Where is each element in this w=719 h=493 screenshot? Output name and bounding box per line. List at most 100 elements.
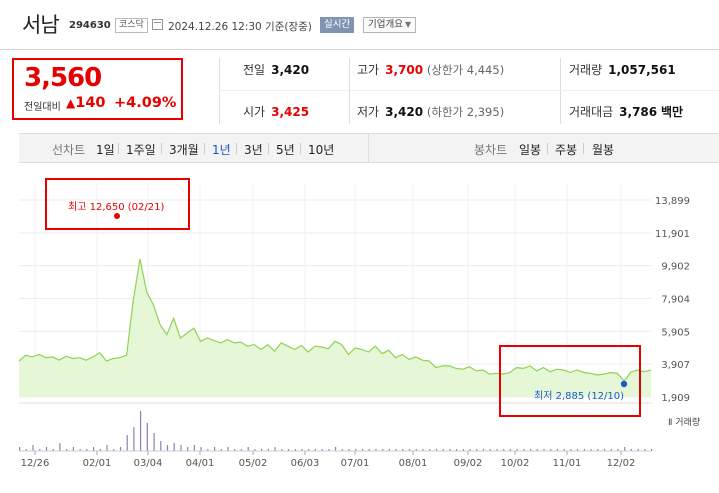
- tab-period-3m[interactable]: 3개월: [169, 143, 199, 157]
- volume-bar: [449, 449, 451, 451]
- price-change: ▲140: [66, 95, 106, 111]
- y-tick-label: 13,899: [655, 196, 690, 207]
- high-date: (02/21): [128, 202, 165, 213]
- tab-separator: [300, 143, 301, 154]
- volume-bar: [361, 449, 364, 451]
- volume-bar: [119, 447, 122, 451]
- stat-volume: 거래량 1,057,561: [569, 61, 676, 78]
- volume-bar: [482, 449, 485, 451]
- volume-bar: [341, 449, 343, 451]
- low-annotation-label: 최저 2,885 (12/10): [534, 390, 624, 402]
- volume-bar: [294, 449, 296, 451]
- low-date: (12/10): [587, 391, 624, 402]
- tab-candle-weekly[interactable]: 주봉: [555, 143, 578, 157]
- volume-bar: [496, 449, 498, 451]
- tab-period-10y[interactable]: 10년: [308, 143, 335, 157]
- stat-label: 저가: [357, 105, 380, 119]
- stock-code: 294630: [69, 20, 111, 31]
- stat-label: 시가: [243, 105, 266, 119]
- stock-name: 서남: [22, 13, 60, 37]
- company-info-label: 기업개요: [368, 19, 403, 30]
- low-label: 최저: [534, 390, 552, 402]
- stat-value: 3,786: [619, 105, 658, 119]
- volume-bar: [610, 449, 612, 451]
- x-tick-label: 09/02: [454, 458, 483, 469]
- volume-bar: [86, 449, 88, 451]
- volume-bar: [321, 449, 323, 451]
- tab-line-chart[interactable]: 선차트: [52, 143, 86, 157]
- tab-period-3y[interactable]: 3년: [244, 143, 263, 157]
- volume-bar: [368, 449, 370, 451]
- y-tick-label: 7,904: [661, 295, 690, 306]
- volume-bar: [133, 427, 135, 451]
- volume-bar: [442, 449, 444, 451]
- x-axis: 12/26 02/01 03/04 04/01 05/02 06/03 07/01 08/01…: [21, 451, 635, 469]
- volume-bar: [314, 449, 316, 451]
- stat-open: 시가 3,425: [243, 103, 309, 120]
- x-tick-label: 06/03: [291, 458, 320, 469]
- tab-period-1d[interactable]: 1일: [96, 143, 115, 157]
- x-tick-label: 02/01: [83, 458, 112, 469]
- stat-label: 전일: [243, 63, 266, 77]
- price-chart: 13,899 11,901 9,902 7,904 5,905 3,907 1,909 12…: [18, 178, 700, 469]
- tab-period-1w[interactable]: 1주일: [126, 143, 156, 157]
- stat-unit: 백만: [660, 105, 684, 119]
- volume-bar: [308, 449, 310, 451]
- tab-separator: [547, 143, 548, 154]
- volume-bar: [287, 449, 290, 451]
- volume-bar: [140, 411, 142, 451]
- tab-period-1y[interactable]: 1년: [212, 143, 231, 157]
- tab-candle-chart[interactable]: 봉차트: [474, 143, 508, 157]
- stats-divider: [349, 58, 350, 124]
- volume-bar: [79, 449, 81, 451]
- low-value: 2,885: [556, 391, 585, 402]
- volume-bar: [530, 449, 532, 451]
- volume-bar: [281, 449, 283, 451]
- volume-bar: [200, 447, 202, 451]
- stat-value: 1,057,561: [608, 63, 676, 77]
- y-tick-label: 5,905: [661, 327, 690, 338]
- volume-bar: [180, 445, 182, 451]
- market-badge: 코스닥: [115, 18, 148, 33]
- tab-separator: [236, 143, 237, 154]
- stat-label: 거래량: [569, 63, 603, 77]
- volume-bar: [160, 441, 162, 451]
- current-price: 3,560: [24, 63, 102, 93]
- tab-period-5y[interactable]: 5년: [276, 143, 295, 157]
- y-axis: 13,899 11,901 9,902 7,904 5,905 3,907 1,909: [655, 196, 690, 404]
- volume-bar: [583, 449, 585, 451]
- volume-bar: [395, 449, 397, 451]
- x-tick-label: 05/02: [239, 458, 268, 469]
- x-tick-label: 08/01: [399, 458, 428, 469]
- stats-table: 전일 3,420 고가 3,700 (상한가 4,445) 거래량 1,057,561…: [219, 50, 719, 130]
- volume-bar: [476, 449, 478, 451]
- volume-bar: [382, 449, 384, 451]
- volume-bar: [146, 423, 148, 451]
- price-line: [18, 258, 652, 382]
- volume-bar: [624, 447, 626, 451]
- volume-label: 거래량: [675, 416, 700, 428]
- volume-bar: [523, 449, 525, 451]
- volume-bar: [72, 447, 74, 451]
- volume-bar: [630, 449, 632, 451]
- y-tick-label: 3,907: [661, 360, 690, 371]
- volume-bar: [503, 449, 505, 451]
- volume-bar: [261, 449, 263, 451]
- company-info-button[interactable]: 기업개요 ▼: [363, 17, 417, 33]
- volume-bar: [388, 449, 390, 451]
- realtime-badge[interactable]: 실시간: [320, 17, 355, 33]
- volume-bar: [93, 447, 95, 451]
- x-tick-label: 07/01: [341, 458, 370, 469]
- volume-bar: [328, 449, 330, 451]
- change-label: 전일대비: [24, 102, 61, 113]
- tab-candle-monthly[interactable]: 월봉: [592, 143, 615, 157]
- tab-candle-daily[interactable]: 일봉: [519, 143, 542, 157]
- volume-bar: [99, 449, 101, 451]
- price-change-percent: +4.09%: [114, 95, 177, 111]
- stat-turnover: 거래대금 3,786 백만: [569, 103, 683, 120]
- volume-bar: [126, 435, 128, 451]
- y-tick-label: 1,909: [661, 393, 690, 404]
- up-arrow-icon: ▲: [66, 96, 76, 110]
- volume-bar: [402, 449, 404, 451]
- volume-bar: [59, 443, 61, 451]
